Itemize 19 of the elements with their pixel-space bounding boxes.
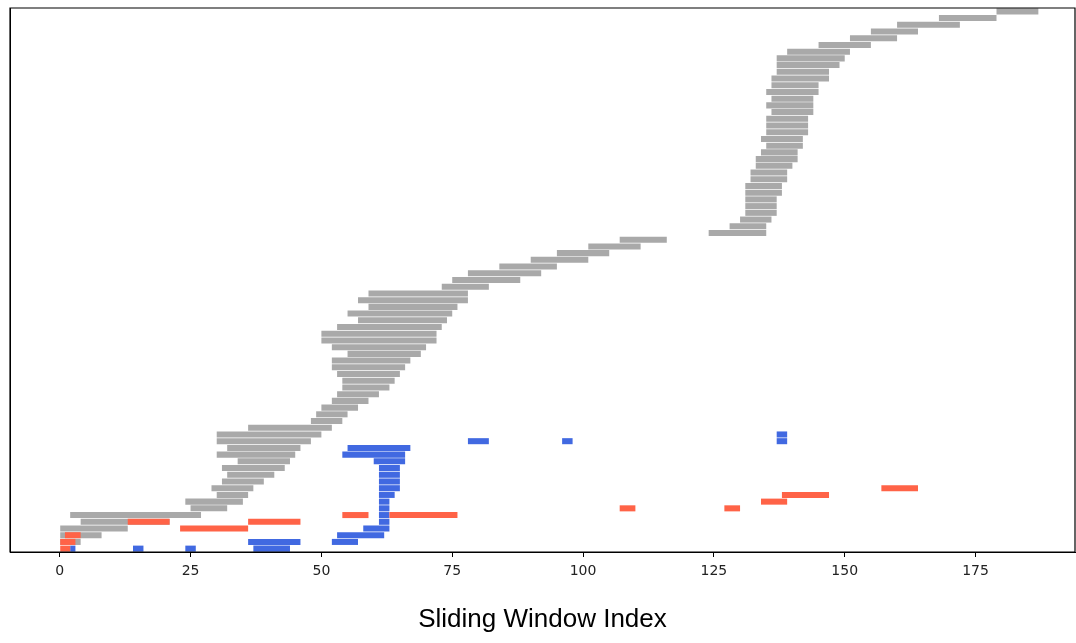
bar	[467, 438, 489, 445]
bar	[562, 438, 573, 445]
x-tick-label: 150	[831, 562, 859, 579]
x-tick-label: 25	[181, 562, 200, 579]
bar	[881, 485, 918, 492]
x-axis-title: Sliding Window Index	[418, 602, 667, 633]
bar	[389, 512, 458, 519]
x-tick-label: 50	[312, 562, 331, 579]
bar	[180, 525, 249, 532]
x-tick-label: 75	[443, 562, 462, 579]
bar	[342, 512, 369, 519]
bar	[724, 505, 741, 512]
bar	[127, 518, 170, 525]
bar	[248, 518, 301, 525]
x-tick-label: 100	[569, 562, 597, 579]
x-tick-label: 0	[55, 562, 65, 579]
bar	[619, 505, 636, 512]
x-tick-label: 175	[962, 562, 989, 579]
x-tick-label: 125	[700, 562, 728, 579]
